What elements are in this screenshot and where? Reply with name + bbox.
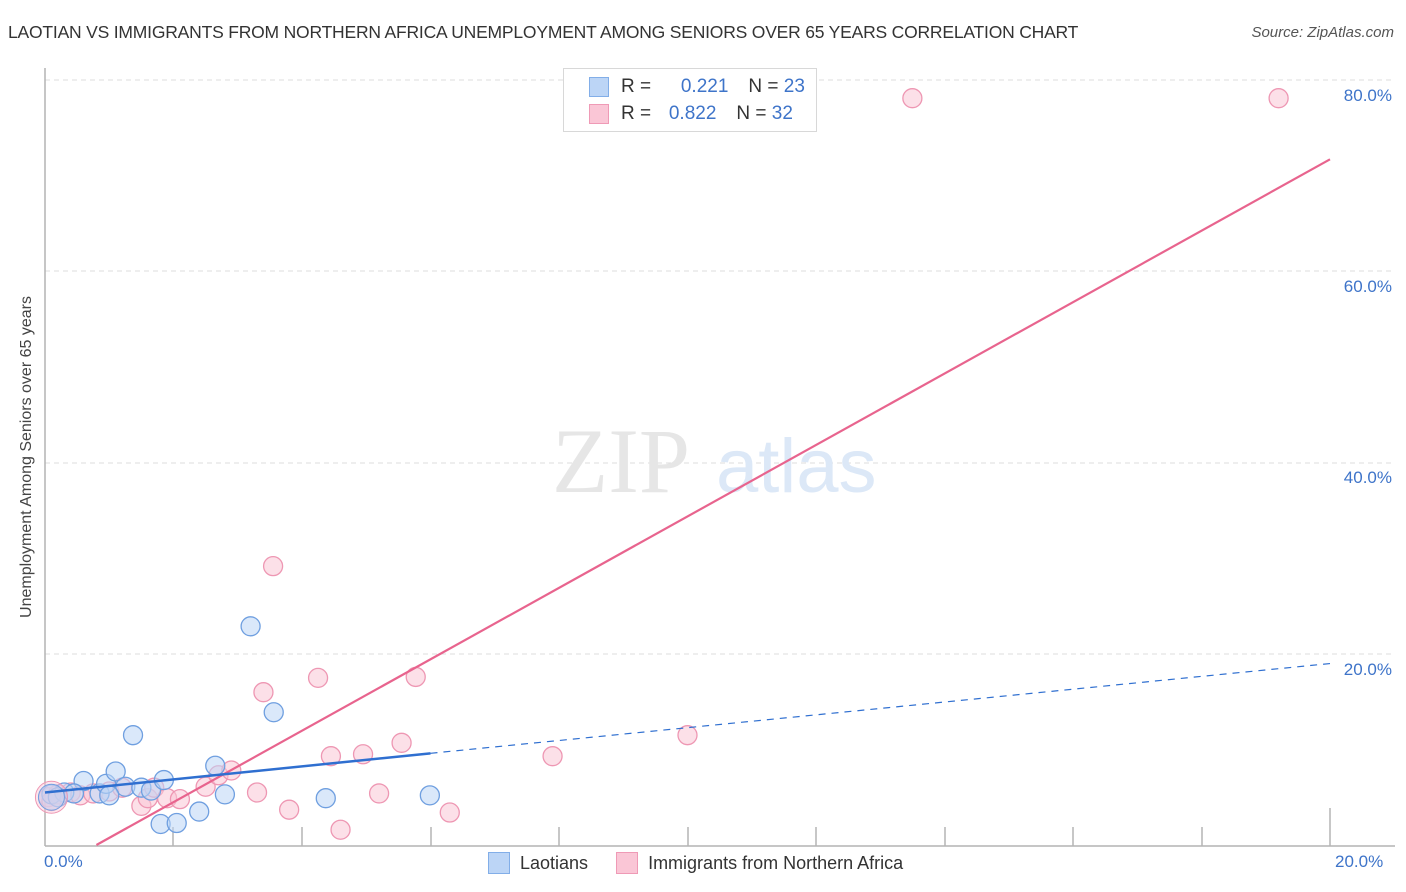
watermark-zip: ZIP xyxy=(552,410,690,512)
r-value: 0.221 xyxy=(680,76,729,97)
data-point xyxy=(240,616,261,637)
correlation-legend: R = 0.221 N = 23 R = 0.822 N = 32 xyxy=(563,68,817,132)
data-point xyxy=(253,682,274,703)
data-point xyxy=(278,799,300,820)
trend-lines xyxy=(44,158,1331,846)
legend-item-laotians[interactable]: Laotians xyxy=(488,852,588,874)
watermark-atlas: atlas xyxy=(716,424,877,509)
data-point xyxy=(1268,88,1289,109)
y-tick-40: 40.0% xyxy=(1343,468,1392,487)
y-tick-80: 80.0% xyxy=(1343,86,1392,105)
y-tick-60: 60.0% xyxy=(1343,277,1392,296)
n-label: N = xyxy=(736,103,767,124)
watermark: ZIP atlas xyxy=(552,410,877,512)
laotians-trend-line xyxy=(44,752,431,794)
gridlines xyxy=(45,79,1395,655)
chart-title: LAOTIAN VS IMMIGRANTS FROM NORTHERN AFRI… xyxy=(8,22,1079,42)
data-point xyxy=(99,785,120,806)
data-point xyxy=(391,732,412,753)
legend-row-laotians: R = 0.221 N = 23 xyxy=(589,76,805,98)
data-point-cluster xyxy=(37,783,65,811)
data-point xyxy=(677,725,698,746)
n-value: 23 xyxy=(783,76,805,97)
data-point xyxy=(315,788,336,809)
data-point xyxy=(105,761,126,782)
data-point xyxy=(189,801,210,822)
data-point-cluster xyxy=(34,780,68,814)
legend-row-immigrants: R = 0.822 N = 32 xyxy=(589,103,793,125)
data-point xyxy=(263,702,284,723)
immigrants-swatch xyxy=(616,852,639,874)
data-point xyxy=(214,784,236,805)
data-point xyxy=(307,667,329,689)
laotians-swatch xyxy=(589,77,609,97)
data-point xyxy=(368,783,390,804)
r-value: 0.822 xyxy=(668,103,717,124)
data-point xyxy=(246,782,268,803)
n-label: N = xyxy=(748,76,779,97)
immigrants-swatch xyxy=(589,104,609,124)
axes xyxy=(44,68,1395,847)
series-legend: Laotians Immigrants from Northern Africa xyxy=(488,852,931,874)
r-label: R = xyxy=(621,103,652,124)
immigrants-trend-line xyxy=(95,158,1331,846)
y-tick-20: 20.0% xyxy=(1343,660,1392,679)
r-label: R = xyxy=(621,76,652,97)
laotians-trend-extension xyxy=(430,662,1331,754)
x-tick-0: 0.0% xyxy=(44,852,83,871)
data-point xyxy=(330,819,351,840)
legend-label: Laotians xyxy=(520,852,589,873)
data-point xyxy=(166,812,187,834)
x-tick-20: 20.0% xyxy=(1335,852,1384,871)
data-point xyxy=(419,785,441,806)
source-credit: Source: ZipAtlas.com xyxy=(1251,24,1394,41)
data-point xyxy=(262,555,284,577)
data-point xyxy=(542,746,563,767)
legend-label: Immigrants from Northern Africa xyxy=(648,852,904,873)
n-value: 32 xyxy=(771,103,793,124)
laotians-swatch xyxy=(488,852,510,874)
data-point xyxy=(902,88,923,109)
data-point xyxy=(205,755,226,776)
data-point xyxy=(320,746,342,767)
data-point xyxy=(122,725,144,746)
data-point xyxy=(439,802,460,823)
legend-item-immigrants[interactable]: Immigrants from Northern Africa xyxy=(616,852,903,874)
